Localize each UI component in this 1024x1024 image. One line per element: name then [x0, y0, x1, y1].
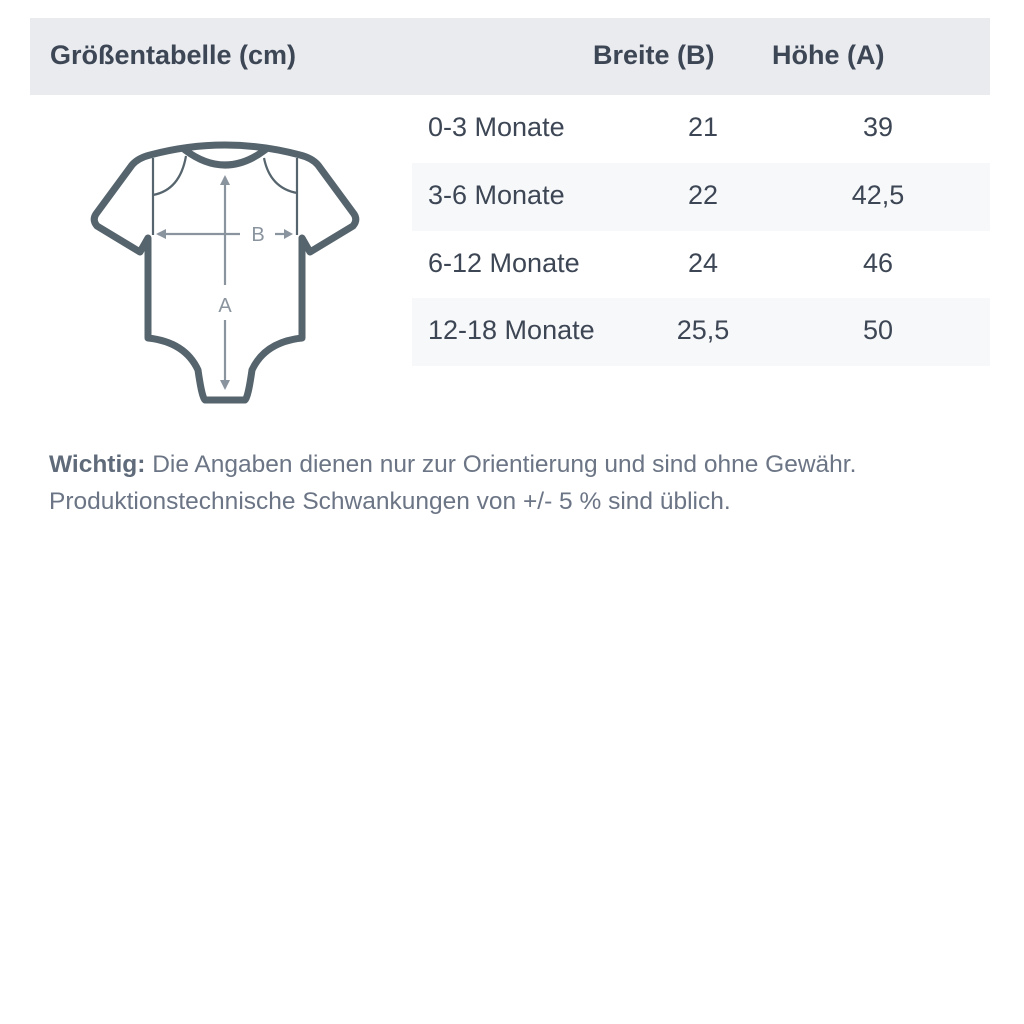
hoehe-cell: 46 — [862, 248, 894, 278]
height-label: A — [218, 295, 232, 317]
size-cell: 0-3 Monate — [428, 112, 565, 142]
note-line-1: Die Angaben dienen nur zur Orientierung … — [145, 451, 857, 478]
size-cell: 12-18 Monate — [428, 315, 595, 345]
hoehe-cell: 39 — [862, 112, 894, 142]
table-row: 0-3 Monate 21 39 — [412, 95, 990, 163]
breite-cell: 22 — [687, 180, 719, 210]
disclaimer-note: Wichtig: Die Angaben dienen nur zur Orie… — [49, 446, 1009, 520]
table-header: Größentabelle (cm) Breite (B) Höhe (A) — [30, 18, 990, 95]
table-row: 6-12 Monate 24 46 — [412, 231, 990, 299]
hoehe-cell: 50 — [862, 315, 894, 345]
breite-cell: 25,5 — [676, 315, 730, 345]
baby-bodysuit-icon: B A — [90, 141, 360, 404]
table-row: 3-6 Monate 22 42,5 — [412, 163, 990, 231]
table-row: 12-18 Monate 25,5 50 — [412, 298, 990, 366]
size-cell: 6-12 Monate — [428, 248, 580, 278]
note-label: Wichtig: — [49, 451, 146, 478]
column-header-hoehe: Höhe (A) — [772, 40, 885, 70]
note-line-2: Produktionstechnische Schwankungen von +… — [49, 488, 731, 515]
table-title: Größentabelle (cm) — [50, 40, 297, 70]
width-label: B — [251, 224, 264, 246]
size-cell: 3-6 Monate — [428, 180, 565, 210]
column-header-breite: Breite (B) — [593, 40, 715, 70]
breite-cell: 21 — [687, 112, 719, 142]
hoehe-cell: 42,5 — [851, 180, 905, 210]
breite-cell: 24 — [687, 248, 719, 278]
